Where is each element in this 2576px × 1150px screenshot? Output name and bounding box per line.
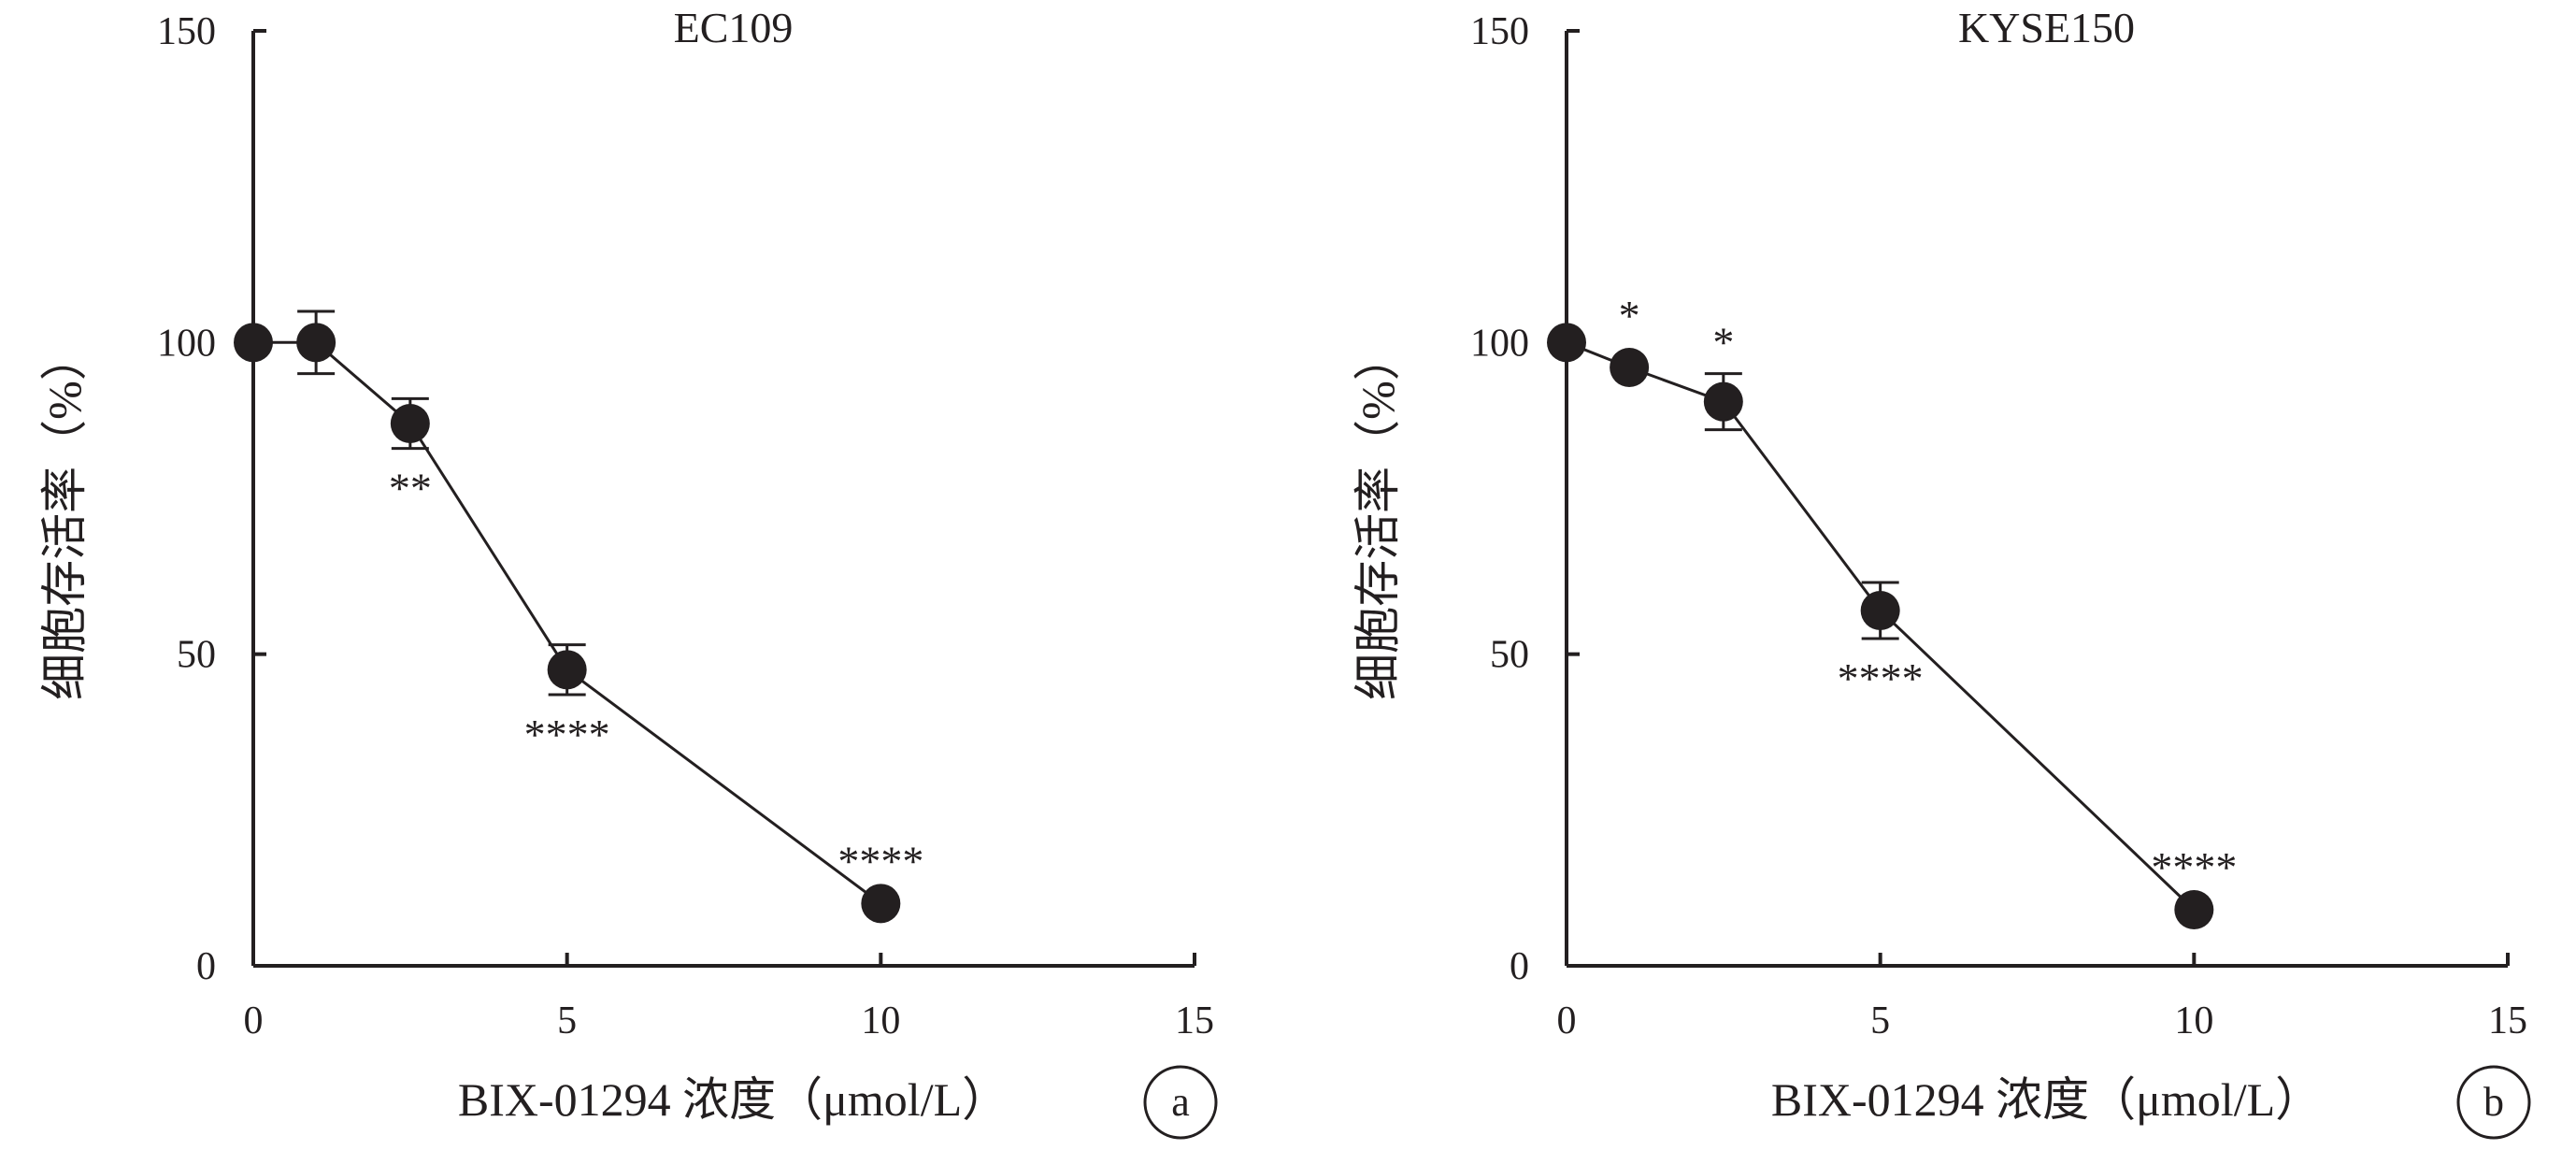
y-tick-label: 0 xyxy=(196,945,216,988)
significance-label: **** xyxy=(1838,654,1924,702)
panel-tag-circle xyxy=(2456,1065,2531,1140)
data-point xyxy=(861,884,901,924)
data-point xyxy=(547,650,587,690)
y-tick-label: 50 xyxy=(1490,634,1529,677)
y-tick-label: 100 xyxy=(1470,322,1529,365)
significance-label: * xyxy=(1619,292,1640,339)
y-tick-label: 50 xyxy=(177,634,216,677)
y-axis-label: 细胞存活率（%） xyxy=(38,334,91,700)
data-point xyxy=(296,323,336,363)
x-tick-label: 15 xyxy=(2488,999,2527,1042)
x-tick-label: 15 xyxy=(1175,999,1214,1042)
data-point xyxy=(1547,323,1586,363)
panel-tag-circle xyxy=(1143,1065,1218,1140)
x-tick-label: 0 xyxy=(1557,999,1577,1042)
y-tick-label: 150 xyxy=(157,10,216,53)
x-tick-label: 10 xyxy=(861,999,900,1042)
series-line xyxy=(253,340,882,905)
data-point xyxy=(390,404,430,443)
x-tick-label: 0 xyxy=(244,999,264,1042)
chart-title: KYSE150 xyxy=(1958,4,2135,51)
chart-title: EC109 xyxy=(674,4,794,51)
data-point xyxy=(1703,381,1743,422)
significance-label: **** xyxy=(837,837,923,884)
data-point xyxy=(1610,348,1650,387)
y-tick-label: 150 xyxy=(1470,10,1529,53)
data-point xyxy=(1860,591,1900,630)
x-axis-label: BIX-01294 浓度（μmol/L） xyxy=(1771,1073,2322,1126)
significance-label: **** xyxy=(2151,843,2237,891)
significance-label: **** xyxy=(524,711,610,758)
x-tick-label: 5 xyxy=(557,999,577,1042)
data-point xyxy=(234,323,273,363)
panel-a: 0 50 100 150 0 5 10 15 EC109 BIX-01294 浓度（μmol/L）… xyxy=(38,4,1218,1140)
panel-tag-label: b xyxy=(2483,1079,2504,1125)
panel-b: 0 50 100 150 0 5 10 15 KYSE150 BIX-01294 浓度（μmol/… xyxy=(1352,4,2531,1140)
x-axis-label: BIX-01294 浓度（μmol/L） xyxy=(458,1073,1009,1126)
x-tick-label: 5 xyxy=(1870,999,1890,1042)
y-axis-label: 细胞存活率（%） xyxy=(1352,334,1404,700)
x-tick-label: 10 xyxy=(2174,999,2213,1042)
y-tick-label: 100 xyxy=(157,322,216,365)
significance-label: * xyxy=(1712,319,1734,367)
y-tick-label: 0 xyxy=(1510,945,1529,988)
significance-label: ** xyxy=(389,465,432,512)
panel-tag-label: a xyxy=(1171,1079,1190,1125)
data-point xyxy=(2174,890,2214,929)
